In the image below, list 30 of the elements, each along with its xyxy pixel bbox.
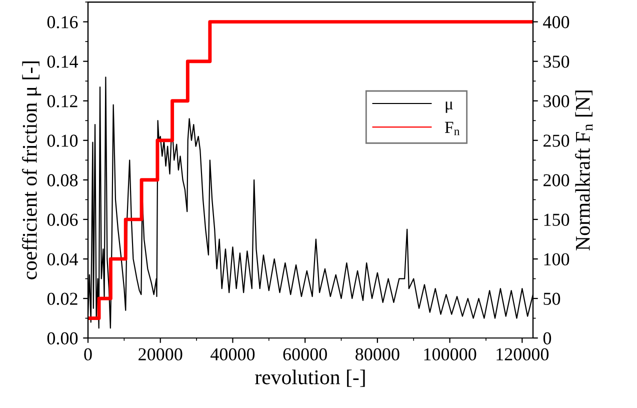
x-tick-label: 60000 [283, 348, 327, 360]
y2-axis-title: Normalkraft F$_{n}$ [N] [575, 90, 593, 250]
y-tick-label: 0.08 [47, 174, 78, 186]
y2-tick-label: 400 [543, 16, 570, 28]
legend-label: F$_{n}$ [444, 122, 460, 136]
y-tick-label: 0.10 [47, 134, 78, 147]
y-axis-title: coefficient of friction μ [-] [22, 61, 42, 280]
x-tick-label: 100000 [424, 348, 476, 360]
y2-tick-label: 100 [544, 253, 570, 266]
x-tick-label: 20000 [138, 348, 182, 360]
y2-tick-label: 350 [544, 56, 570, 68]
y-tick-label: 0.14 [47, 56, 78, 68]
x-axis-title: revolution [-] [255, 370, 365, 387]
x-tick-label: 0 [84, 348, 92, 360]
y-tick-label: 0.16 [47, 16, 78, 28]
y-tick-label: 0.02 [47, 292, 78, 305]
y-tick-label: 0.04 [47, 253, 78, 266]
y-tick-label: 0.00 [47, 332, 78, 345]
y2-tick-label: 250 [544, 134, 570, 147]
x-tick-label: 40000 [210, 348, 255, 360]
y-tick-label: 0.06 [47, 214, 78, 226]
y2-tick-label: 300 [544, 95, 570, 108]
y2-tick-label: 0 [543, 332, 552, 344]
y2-tick-label: 200 [544, 174, 570, 186]
x-tick-label: 120000 [496, 348, 549, 360]
legend-label: μ [446, 102, 453, 113]
y-tick-label: 0.12 [47, 95, 78, 108]
y2-tick-label: 150 [544, 214, 570, 226]
x-tick-label: 80000 [356, 348, 400, 360]
y2-tick-label: 50 [544, 292, 560, 305]
